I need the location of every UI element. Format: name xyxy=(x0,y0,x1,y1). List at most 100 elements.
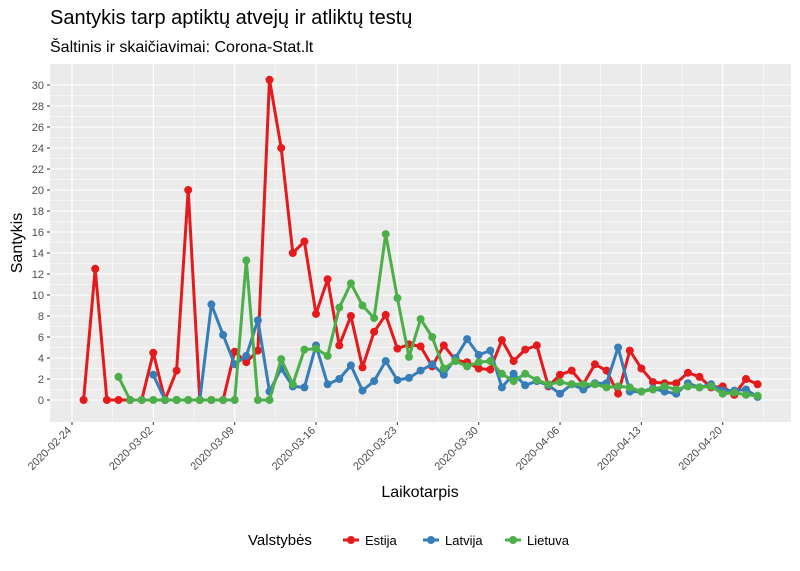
x-tick-label: 2020-02-24 xyxy=(26,425,74,473)
y-tick-label: 6 xyxy=(38,332,44,344)
data-point xyxy=(625,383,634,392)
data-point xyxy=(149,348,158,357)
y-tick-label: 28 xyxy=(32,101,44,113)
data-point xyxy=(172,366,181,375)
legend-label: Lietuva xyxy=(527,533,570,548)
grid-major xyxy=(50,64,791,422)
data-point xyxy=(184,396,193,404)
data-point xyxy=(521,345,530,354)
x-tick-label: 2020-03-09 xyxy=(189,425,237,473)
data-point xyxy=(149,370,158,379)
legend-swatch-point xyxy=(347,536,355,544)
x-tick-label: 2020-03-30 xyxy=(433,425,481,473)
data-point xyxy=(114,396,123,404)
data-point xyxy=(277,355,286,364)
data-point xyxy=(265,396,274,404)
data-point xyxy=(474,364,483,373)
data-point xyxy=(602,383,611,392)
data-point xyxy=(439,370,448,379)
y-tick-label: 30 xyxy=(32,80,44,92)
y-tick-label: 18 xyxy=(32,206,44,218)
data-point xyxy=(486,357,495,366)
data-point xyxy=(335,341,344,350)
data-point xyxy=(637,387,646,396)
data-point xyxy=(556,370,564,379)
data-point xyxy=(300,345,309,354)
y-tick-label: 0 xyxy=(38,395,44,407)
data-point xyxy=(497,369,506,378)
data-point xyxy=(265,75,274,84)
y-tick-label: 10 xyxy=(32,290,44,302)
data-point xyxy=(451,357,460,366)
data-point xyxy=(695,372,704,381)
data-point xyxy=(370,327,379,336)
data-point xyxy=(230,396,239,404)
y-tick-label: 14 xyxy=(32,248,44,260)
data-point xyxy=(463,335,472,344)
x-tick-label: 2020-04-13 xyxy=(595,425,643,473)
data-point xyxy=(172,396,181,404)
data-point xyxy=(428,333,437,341)
legend-item-latvija: Latvija xyxy=(423,533,483,548)
legend-label: Latvija xyxy=(445,533,483,548)
data-point xyxy=(649,385,657,394)
data-point xyxy=(323,351,332,360)
x-tick-label: 2020-04-20 xyxy=(677,425,725,473)
y-tick-label: 12 xyxy=(32,269,44,281)
data-point xyxy=(358,301,367,310)
data-point xyxy=(672,379,681,388)
data-point xyxy=(207,300,216,309)
data-point xyxy=(195,396,204,404)
data-point xyxy=(521,381,530,390)
y-tick-label: 20 xyxy=(32,185,44,197)
data-point xyxy=(614,343,623,352)
data-point xyxy=(416,315,425,324)
legend-swatch-point xyxy=(427,536,435,544)
data-point xyxy=(614,389,623,398)
data-point xyxy=(381,310,390,319)
data-point xyxy=(242,256,251,265)
data-point xyxy=(242,358,251,367)
x-axis: 2020-02-24 2020-03-02 2020-03-09 2020-03-16… xyxy=(26,422,725,473)
data-point xyxy=(672,385,681,394)
data-point xyxy=(567,380,576,389)
series-lietuva xyxy=(114,230,762,404)
data-point xyxy=(439,364,448,373)
data-point xyxy=(346,312,355,320)
data-point xyxy=(323,380,332,389)
grid-minor xyxy=(50,64,791,422)
data-point xyxy=(149,396,158,404)
data-point xyxy=(730,388,739,397)
data-point xyxy=(497,383,506,392)
data-point xyxy=(184,186,193,194)
data-point xyxy=(137,396,146,404)
data-point xyxy=(544,380,553,389)
data-point xyxy=(381,230,390,239)
data-point xyxy=(497,336,506,345)
data-point xyxy=(370,377,379,386)
data-point xyxy=(416,342,425,351)
data-point xyxy=(625,346,634,355)
data-point xyxy=(114,372,123,381)
y-tick-label: 8 xyxy=(38,311,44,323)
x-tick-label: 2020-03-02 xyxy=(107,425,155,473)
data-point xyxy=(590,380,599,389)
y-tick-label: 16 xyxy=(32,227,44,239)
data-point xyxy=(102,396,111,404)
data-point xyxy=(393,344,402,353)
data-point xyxy=(253,316,262,325)
data-point xyxy=(161,396,169,404)
data-point xyxy=(474,358,483,367)
y-axis-title: Santykis xyxy=(9,213,26,273)
data-point xyxy=(683,368,692,377)
data-point xyxy=(288,249,297,257)
data-point xyxy=(393,294,402,303)
data-point xyxy=(614,382,623,391)
data-point xyxy=(660,382,669,391)
data-point xyxy=(242,351,251,360)
data-point xyxy=(346,279,355,288)
chart-subtitle: Šaltinis ir skaičiavimai: Corona-Stat.lt xyxy=(50,37,314,56)
data-point xyxy=(219,330,228,339)
data-point xyxy=(405,352,413,361)
